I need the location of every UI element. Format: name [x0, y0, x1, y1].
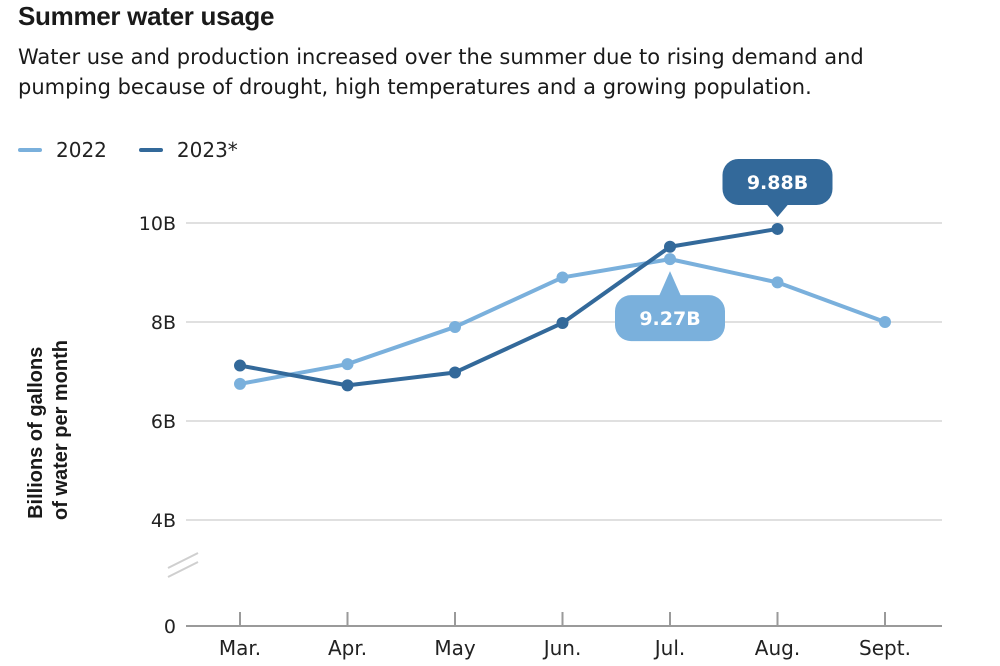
x-tick-label: Sept. [859, 636, 911, 660]
y-axis-tick-labels: 0 4B 6B 8B 10B [139, 213, 176, 638]
legend-label-2022: 2022 [56, 138, 107, 162]
subtitle-line-2: pumping because of drought, high tempera… [18, 75, 812, 99]
axis-break-stroke [167, 552, 199, 569]
data-point-2022 [771, 276, 784, 289]
chart-subtitle: Water use and production increased over … [18, 42, 978, 102]
y-axis-label-line-2: of water per month [50, 340, 72, 520]
y-tick-label: 8B [151, 312, 176, 334]
data-point-2022 [664, 253, 676, 266]
x-tick-label: Mar. [219, 636, 261, 660]
data-point-2023 [771, 222, 784, 235]
y-axis-label: Billions of gallons of water per month [25, 340, 72, 520]
data-point-2022 [556, 271, 569, 284]
data-point-2022 [879, 316, 891, 328]
legend-swatch-2022 [18, 148, 42, 152]
x-axis: Mar. Apr. May Jun. Jul. Aug. Sept. [186, 612, 942, 660]
data-point-2022 [341, 358, 354, 371]
y-tick-label: 6B [151, 411, 176, 433]
callout-pointer [659, 271, 681, 297]
callout-9.27B: 9.27B [615, 271, 725, 342]
legend: 2022 2023* [18, 136, 270, 164]
callout-pointer [766, 203, 789, 217]
y-tick-label: 4B [151, 510, 176, 532]
legend-item-2022: 2022 [18, 138, 107, 162]
callout-label: 9.88B [747, 172, 808, 194]
data-point-2023 [556, 316, 569, 329]
data-point-2023 [341, 379, 354, 392]
x-tick-label: Jun. [542, 636, 582, 660]
data-point-2022 [449, 320, 461, 333]
x-tick-label: Jul. [653, 636, 686, 660]
callout-box [722, 158, 833, 205]
y-tick-label: 10B [139, 213, 176, 235]
legend-label-2023: 2023* [176, 138, 238, 162]
y-axis-label-line-1: Billions of gallons [25, 347, 47, 519]
x-tick-label: May [434, 636, 476, 660]
axis-break-stroke [167, 561, 199, 578]
data-point-2023 [449, 366, 461, 379]
callout-label: 9.27B [639, 308, 700, 330]
x-tick-label: Apr. [328, 636, 367, 660]
data-point-2023 [234, 359, 246, 372]
chart-title: Summer water usage [18, 1, 275, 31]
series-lines [234, 222, 891, 392]
series-line-2023 [238, 226, 780, 388]
y-tick-label: 0 [164, 616, 176, 638]
data-point-2022 [234, 377, 246, 390]
legend-item-2023: 2023* [138, 138, 238, 162]
data-point-2023 [664, 240, 676, 253]
legend-swatch-2023 [138, 148, 163, 152]
x-tick-label: Aug. [755, 636, 800, 660]
subtitle-line-1: Water use and production increased over … [18, 45, 864, 69]
callout-9.88B: 9.88B [722, 158, 833, 217]
callouts: 9.27B 9.88B [615, 158, 833, 342]
axis-break-icon [167, 552, 199, 578]
callout-box [615, 295, 725, 342]
